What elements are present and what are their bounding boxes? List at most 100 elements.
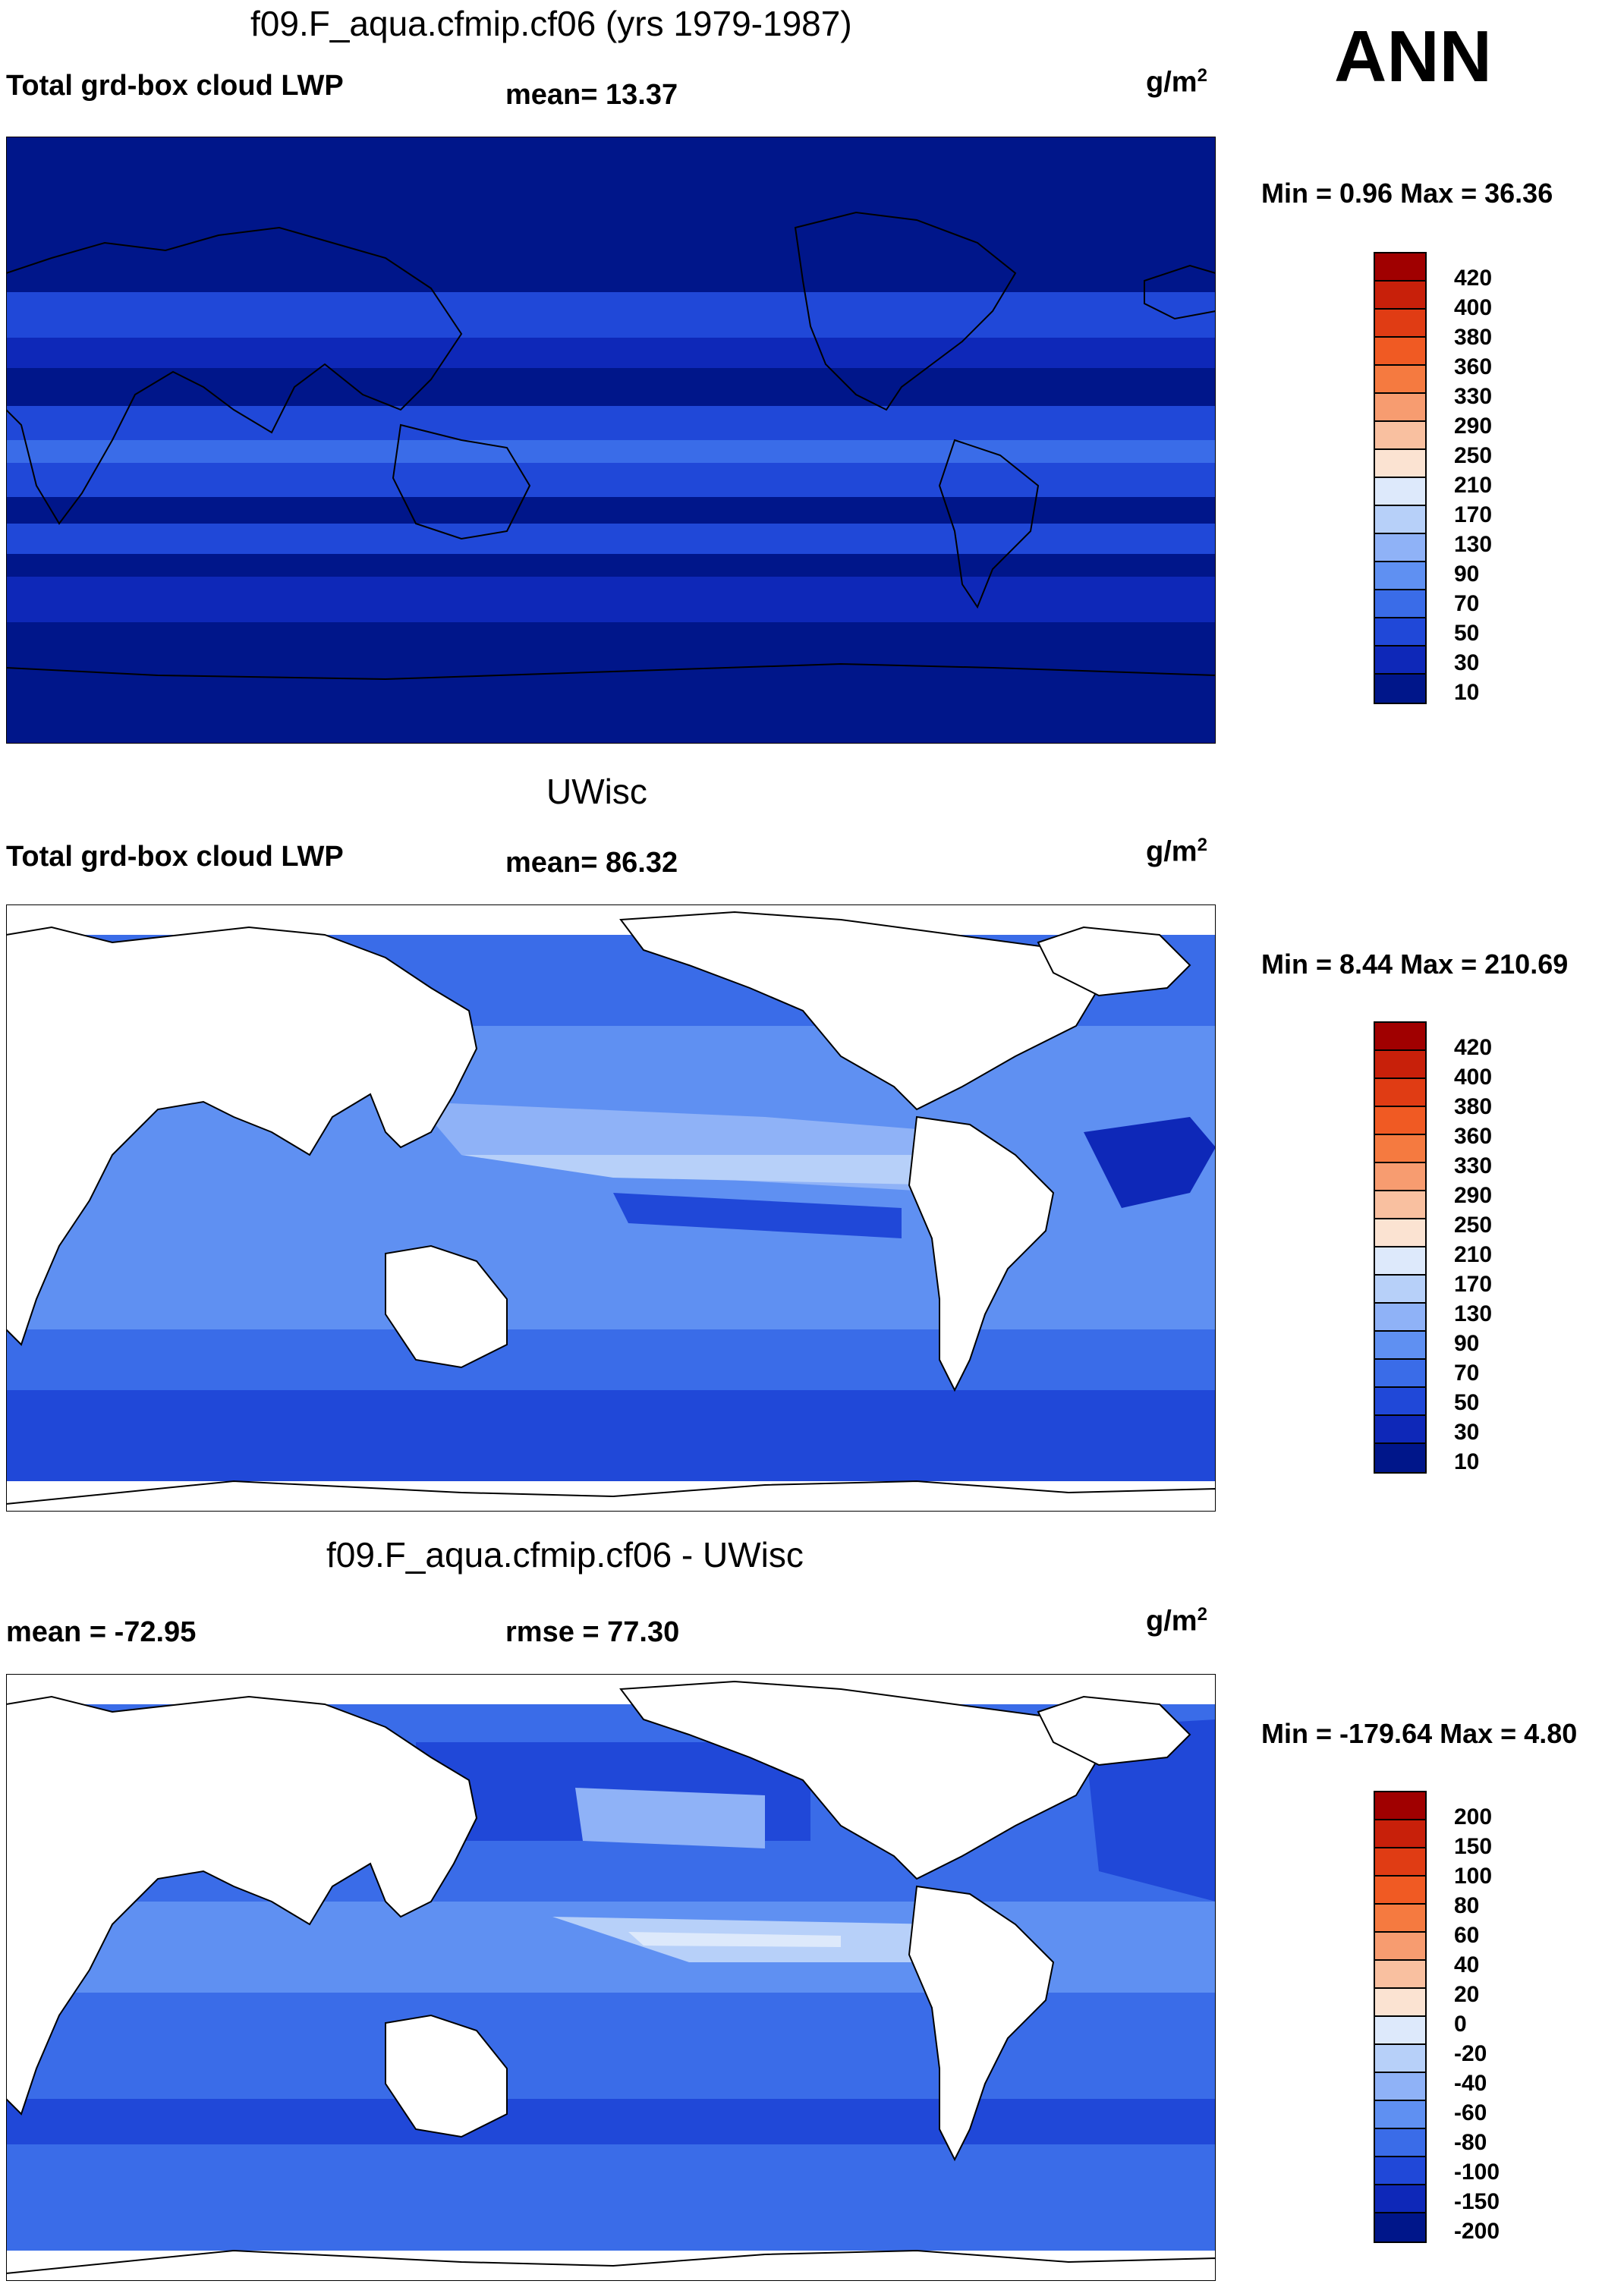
colorbar-swatch	[1375, 1961, 1425, 1989]
panel1-min-max: Min = 0.96 Max = 36.36	[1261, 178, 1553, 209]
colorbar-tick-label: 420	[1454, 1035, 1493, 1060]
colorbar-tick-label: 290	[1454, 1183, 1493, 1208]
colorbar-swatch	[1375, 1276, 1425, 1304]
colorbar-tick-label: 210	[1454, 473, 1493, 498]
panel2-colorbar	[1374, 1021, 1427, 1474]
colorbar-swatch	[1375, 394, 1425, 422]
panel3-mean-label: mean = -72.95	[6, 1616, 197, 1648]
colorbar-swatch	[1375, 338, 1425, 366]
colorbar-tick-label: 130	[1454, 532, 1493, 557]
colorbar-swatch	[1375, 422, 1425, 450]
colorbar-tick-label: 330	[1454, 1153, 1493, 1178]
colorbar-tick-label: -80	[1454, 2130, 1487, 2155]
colorbar-tick-label: 70	[1454, 591, 1480, 616]
colorbar-tick-label: 130	[1454, 1301, 1493, 1326]
colorbar-swatch	[1375, 253, 1425, 282]
colorbar-tick-label: -200	[1454, 2219, 1500, 2244]
colorbar-swatch	[1375, 1191, 1425, 1219]
colorbar-swatch	[1375, 675, 1425, 703]
colorbar-swatch	[1375, 647, 1425, 675]
colorbar-swatch	[1375, 2129, 1425, 2157]
colorbar-tick-label: -150	[1454, 2189, 1500, 2214]
colorbar-swatch	[1375, 1416, 1425, 1444]
colorbar-tick-label: 170	[1454, 1272, 1493, 1297]
panel1-variable-label: Total grd-box cloud LWP	[6, 70, 344, 102]
panel1-colorbar	[1374, 252, 1427, 704]
colorbar-swatch	[1375, 1163, 1425, 1191]
colorbar-tick-label: 90	[1454, 562, 1480, 587]
colorbar-tick-label: 400	[1454, 1065, 1493, 1090]
colorbar-tick-label: -20	[1454, 2041, 1487, 2066]
colorbar-swatch	[1375, 1848, 1425, 1877]
colorbar-swatch	[1375, 2101, 1425, 2129]
panel1-title: f09.F_aqua.cfmip.cf06 (yrs 1979-1987)	[250, 4, 852, 43]
colorbar-tick-label: 380	[1454, 1094, 1493, 1119]
colorbar-tick-label: 40	[1454, 1952, 1480, 1977]
panel1-mean-label: mean= 13.37	[505, 79, 678, 111]
colorbar-tick-label: 250	[1454, 1213, 1493, 1238]
colorbar-swatch	[1375, 1792, 1425, 1820]
colorbar-tick-label: 70	[1454, 1361, 1480, 1386]
season-label: ANN	[1334, 16, 1492, 97]
colorbar-swatch	[1375, 310, 1425, 338]
colorbar-tick-label: 20	[1454, 1982, 1480, 2007]
colorbar-swatch	[1375, 618, 1425, 647]
colorbar-swatch	[1375, 2017, 1425, 2045]
colorbar-swatch	[1375, 2185, 1425, 2213]
panel2-units: g/m2	[1146, 835, 1207, 868]
colorbar-swatch	[1375, 1905, 1425, 1933]
panel1-map	[6, 137, 1216, 744]
colorbar-swatch	[1375, 1933, 1425, 1961]
colorbar-tick-label: 200	[1454, 1804, 1493, 1829]
colorbar-swatch	[1375, 506, 1425, 534]
colorbar-tick-label: -40	[1454, 2071, 1487, 2096]
colorbar-swatch	[1375, 1219, 1425, 1247]
colorbar-swatch	[1375, 2045, 1425, 2073]
colorbar-swatch	[1375, 590, 1425, 618]
panel2-title: UWisc	[546, 772, 647, 811]
colorbar-tick-label: 400	[1454, 295, 1493, 320]
panel3-colorbar	[1374, 1791, 1427, 2243]
colorbar-swatch	[1375, 562, 1425, 590]
colorbar-tick-label: 90	[1454, 1331, 1480, 1356]
colorbar-swatch	[1375, 282, 1425, 310]
colorbar-tick-label: -60	[1454, 2100, 1487, 2125]
colorbar-tick-label: 0	[1454, 2012, 1467, 2037]
panel2-map	[6, 904, 1216, 1512]
panel3-map	[6, 1674, 1216, 2281]
colorbar-swatch	[1375, 1820, 1425, 1848]
panel1-units: g/m2	[1146, 65, 1207, 99]
colorbar-tick-label: 30	[1454, 1420, 1480, 1445]
colorbar-swatch	[1375, 2157, 1425, 2185]
colorbar-tick-label: 250	[1454, 443, 1493, 468]
colorbar-tick-label: 10	[1454, 1449, 1480, 1474]
colorbar-tick-label: 150	[1454, 1834, 1493, 1859]
colorbar-swatch	[1375, 1877, 1425, 1905]
colorbar-tick-label: 50	[1454, 621, 1480, 646]
colorbar-swatch	[1375, 366, 1425, 394]
colorbar-tick-label: 60	[1454, 1923, 1480, 1948]
panel2-mean-label: mean= 86.32	[505, 847, 678, 879]
colorbar-tick-label: 10	[1454, 680, 1480, 705]
colorbar-tick-label: 30	[1454, 650, 1480, 675]
colorbar-swatch	[1375, 534, 1425, 562]
colorbar-swatch	[1375, 1304, 1425, 1332]
colorbar-swatch	[1375, 1332, 1425, 1360]
colorbar-tick-label: 80	[1454, 1893, 1480, 1918]
colorbar-tick-label: 380	[1454, 325, 1493, 350]
panel1-coastlines	[6, 211, 1216, 681]
colorbar-swatch	[1375, 1023, 1425, 1051]
panel3-title: f09.F_aqua.cfmip.cf06 - UWisc	[326, 1535, 804, 1575]
colorbar-tick-label: 330	[1454, 384, 1493, 409]
colorbar-swatch	[1375, 2213, 1425, 2242]
colorbar-swatch	[1375, 478, 1425, 506]
panel2-min-max: Min = 8.44 Max = 210.69	[1261, 949, 1569, 980]
panel3-units: g/m2	[1146, 1604, 1207, 1637]
colorbar-swatch	[1375, 1135, 1425, 1163]
colorbar-swatch	[1375, 2073, 1425, 2101]
colorbar-tick-label: 420	[1454, 266, 1493, 291]
colorbar-swatch	[1375, 450, 1425, 478]
colorbar-tick-label: 290	[1454, 414, 1493, 439]
colorbar-swatch	[1375, 1247, 1425, 1276]
colorbar-swatch	[1375, 1079, 1425, 1107]
